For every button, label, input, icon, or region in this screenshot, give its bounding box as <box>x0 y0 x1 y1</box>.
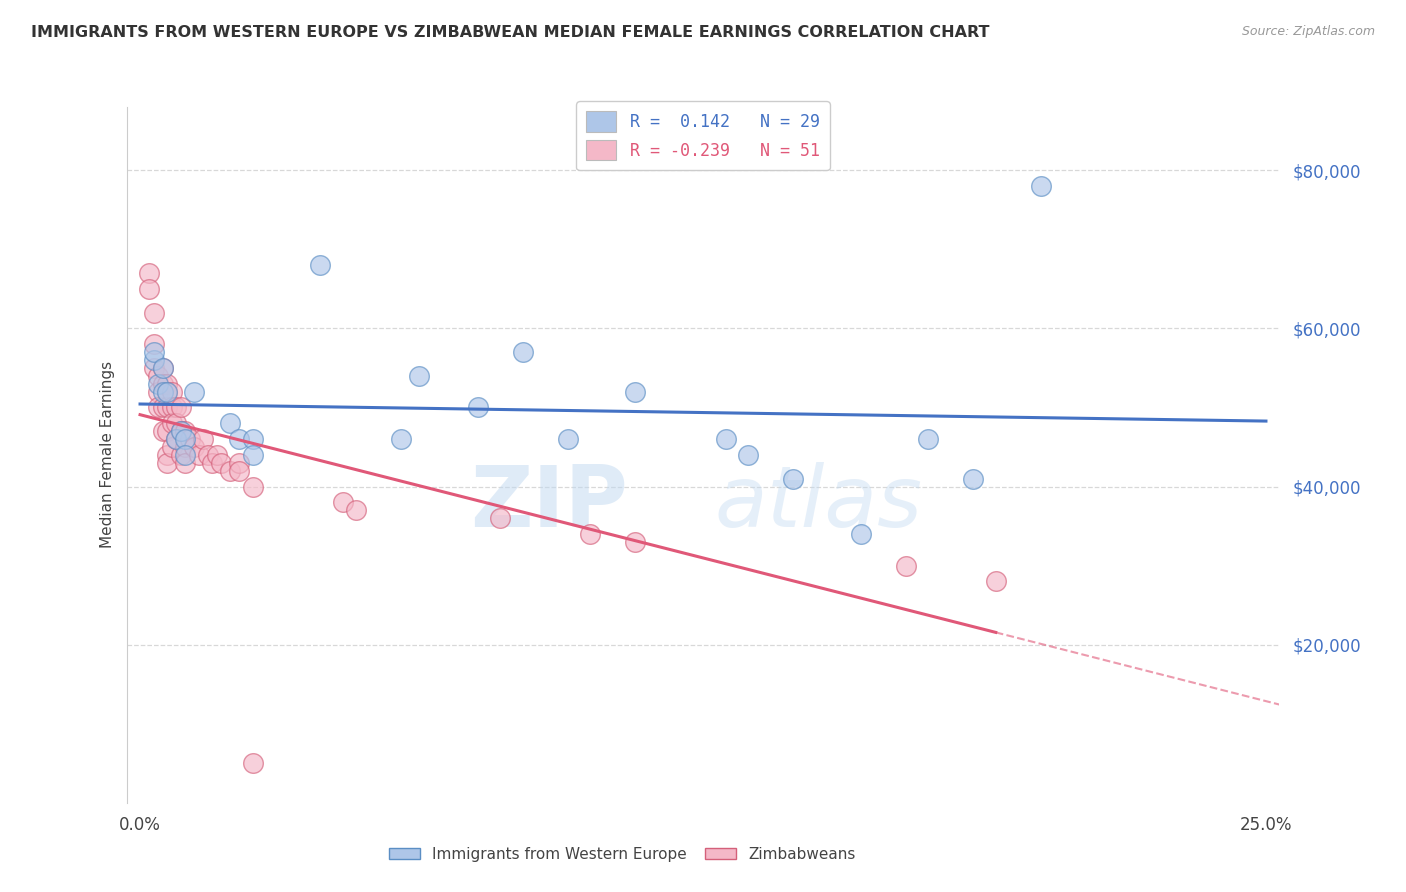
Point <box>160 401 183 415</box>
Point <box>228 464 250 478</box>
Point <box>174 432 197 446</box>
Point <box>179 432 201 446</box>
Point <box>579 527 602 541</box>
Point <box>962 472 984 486</box>
Point <box>309 258 332 272</box>
Point <box>467 401 489 415</box>
Point <box>191 432 214 446</box>
Point <box>228 456 250 470</box>
Point <box>1029 179 1052 194</box>
Point <box>624 384 647 399</box>
Point <box>624 534 647 549</box>
Point <box>160 440 183 454</box>
Point <box>183 384 205 399</box>
Point <box>849 527 872 541</box>
Point <box>169 424 191 438</box>
Legend: Immigrants from Western Europe, Zimbabweans: Immigrants from Western Europe, Zimbabwe… <box>384 841 862 868</box>
Point <box>174 424 197 438</box>
Point <box>156 424 179 438</box>
Point <box>174 448 197 462</box>
Point <box>146 376 169 391</box>
Point <box>152 401 174 415</box>
Point <box>169 401 191 415</box>
Point <box>782 472 804 486</box>
Point <box>917 432 939 446</box>
Point <box>737 448 759 462</box>
Point <box>152 384 174 399</box>
Point <box>174 440 197 454</box>
Point <box>156 384 179 399</box>
Point <box>152 361 174 376</box>
Point <box>160 417 183 431</box>
Point <box>142 353 165 368</box>
Point <box>228 432 250 446</box>
Point <box>512 345 534 359</box>
Point <box>984 574 1007 589</box>
Point <box>142 337 165 351</box>
Point <box>242 756 264 771</box>
Text: ZIP: ZIP <box>471 462 628 545</box>
Point <box>146 368 169 383</box>
Point <box>152 376 174 391</box>
Point <box>142 345 165 359</box>
Point <box>156 384 179 399</box>
Point <box>146 384 169 399</box>
Point <box>142 305 165 319</box>
Point <box>489 511 512 525</box>
Point <box>165 432 187 446</box>
Point <box>894 558 917 573</box>
Point <box>209 456 232 470</box>
Point <box>197 448 219 462</box>
Y-axis label: Median Female Earnings: Median Female Earnings <box>100 361 115 549</box>
Point <box>169 424 191 438</box>
Point <box>156 456 179 470</box>
Point <box>332 495 354 509</box>
Point <box>219 464 242 478</box>
Point <box>169 448 191 462</box>
Point <box>138 266 160 280</box>
Point <box>242 432 264 446</box>
Point <box>183 440 205 454</box>
Point <box>165 401 187 415</box>
Point <box>557 432 579 446</box>
Point <box>344 503 367 517</box>
Point <box>138 282 160 296</box>
Point <box>146 401 169 415</box>
Point <box>156 376 179 391</box>
Point <box>160 384 183 399</box>
Point <box>156 401 179 415</box>
Point <box>152 424 174 438</box>
Text: atlas: atlas <box>714 462 922 545</box>
Point <box>174 456 197 470</box>
Point <box>156 448 179 462</box>
Point <box>205 448 228 462</box>
Point <box>201 456 224 470</box>
Point <box>242 479 264 493</box>
Point <box>389 432 412 446</box>
Point <box>714 432 737 446</box>
Text: Source: ZipAtlas.com: Source: ZipAtlas.com <box>1241 25 1375 38</box>
Point <box>165 432 187 446</box>
Point <box>408 368 430 383</box>
Point <box>219 417 242 431</box>
Point <box>142 361 165 376</box>
Text: IMMIGRANTS FROM WESTERN EUROPE VS ZIMBABWEAN MEDIAN FEMALE EARNINGS CORRELATION : IMMIGRANTS FROM WESTERN EUROPE VS ZIMBAB… <box>31 25 990 40</box>
Point <box>152 361 174 376</box>
Point <box>242 448 264 462</box>
Point <box>165 417 187 431</box>
Point <box>187 448 209 462</box>
